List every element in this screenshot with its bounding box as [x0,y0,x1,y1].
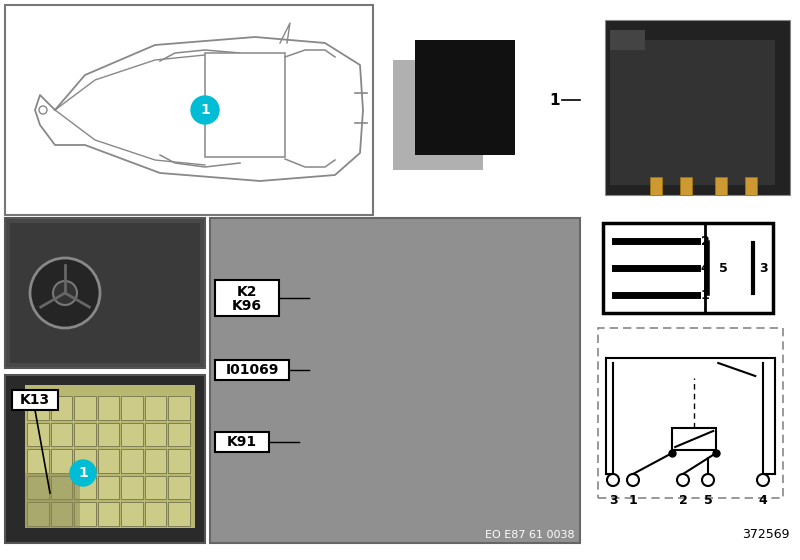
Bar [74,423,96,446]
Bar [415,40,515,155]
Bar [145,502,166,526]
Text: EO E87 61 0038: EO E87 61 0038 [486,530,575,540]
Bar [610,40,775,185]
Bar [145,396,166,419]
Bar [98,396,119,419]
Bar [27,449,49,473]
Bar [610,30,645,50]
Bar [27,396,49,419]
Text: I01069: I01069 [226,363,278,377]
Bar [603,223,773,313]
Circle shape [70,460,96,486]
Bar [98,476,119,500]
Bar [210,218,580,543]
Bar [98,502,119,526]
Bar [74,396,96,419]
Text: 2: 2 [701,235,710,248]
Text: 1: 1 [629,493,638,506]
Circle shape [53,281,77,305]
Bar [169,449,190,473]
Text: 3: 3 [609,493,618,506]
Bar [122,396,143,419]
Bar [50,449,72,473]
Bar [27,502,49,526]
Bar [5,375,205,543]
Bar [215,280,279,316]
Bar [5,218,205,368]
Bar [215,432,269,452]
Circle shape [191,96,219,124]
Bar [169,502,190,526]
Bar [205,53,285,157]
Bar [145,449,166,473]
Bar [598,328,783,498]
Bar [122,476,143,500]
Bar [25,385,195,528]
Text: 3: 3 [758,262,767,274]
Text: K91: K91 [227,435,257,449]
Circle shape [627,474,639,486]
Bar [105,323,195,363]
Bar [169,476,190,500]
Bar [50,476,72,500]
Bar [122,502,143,526]
Text: 5: 5 [718,262,727,274]
Circle shape [607,474,619,486]
Text: K96: K96 [232,299,262,313]
Bar [10,223,200,363]
Bar [650,177,662,195]
Text: 1: 1 [78,466,88,480]
Bar [98,423,119,446]
Bar [50,423,72,446]
Bar [169,423,190,446]
Bar [145,476,166,500]
Text: 4: 4 [701,262,710,274]
Text: 372569: 372569 [742,529,790,542]
Bar [74,476,96,500]
Bar [12,390,58,410]
Circle shape [39,106,47,114]
Bar [605,20,790,195]
Circle shape [677,474,689,486]
Circle shape [702,474,714,486]
Text: 1: 1 [701,288,710,301]
Bar [25,473,80,528]
Text: K2: K2 [237,285,258,299]
Text: 5: 5 [704,493,712,506]
Bar [74,449,96,473]
Bar [745,177,757,195]
Bar [98,449,119,473]
Circle shape [30,258,100,328]
Circle shape [757,474,769,486]
Text: 1: 1 [200,103,210,117]
Bar [169,396,190,419]
Bar [680,177,692,195]
Text: K13: K13 [20,393,50,407]
Bar [27,476,49,500]
Text: 4: 4 [758,493,767,506]
Bar [5,5,373,215]
Bar [50,396,72,419]
Bar [74,502,96,526]
Bar [122,449,143,473]
Text: 1: 1 [550,92,560,108]
Bar [50,502,72,526]
Bar [393,60,483,170]
Bar [27,423,49,446]
Text: 2: 2 [678,493,687,506]
Bar [715,177,727,195]
Bar [215,360,289,380]
Bar [145,423,166,446]
Bar [672,428,716,450]
Bar [122,423,143,446]
